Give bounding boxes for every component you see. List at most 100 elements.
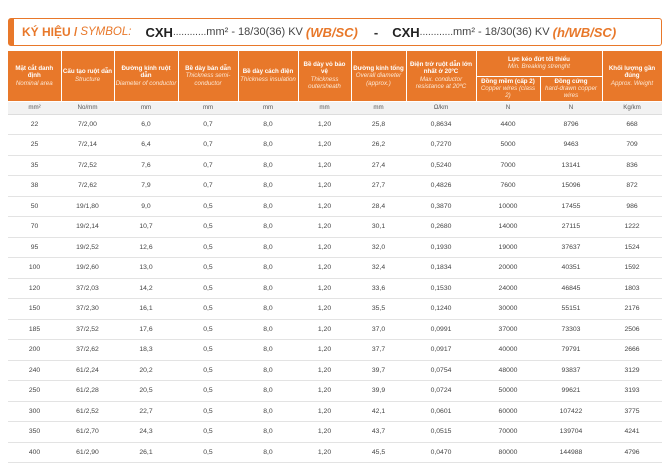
table-cell: 20,2 [114,360,178,382]
unit-cell: mm [114,101,178,115]
table-cell: 39,7 [351,360,406,382]
title-code-2: CXH [392,24,420,40]
table-cell: 25,8 [351,114,406,136]
table-cell: 40000 [476,339,540,361]
table-cell: 0,0991 [406,319,476,341]
table-cell: 8,0 [238,319,298,341]
table-cell: 28,4 [351,196,406,218]
table-cell: 0,0917 [406,339,476,361]
table-row: 240 61/2,24 20,2 0,5 8,0 1,20 39,7 0,0754 48000 9… [8,360,662,382]
table-cell: 7000 [476,155,540,177]
table-cell: 93837 [540,360,602,382]
table-cell: 0,4826 [406,175,476,197]
table-cell: 22 [8,114,61,136]
table-cell: 8,0 [238,380,298,402]
unit-cell: mm [178,101,238,115]
title-symbol: SYMBOL: [80,26,132,38]
table-cell: 7/2,00 [61,114,114,136]
table-cell: 46845 [540,278,602,300]
table-row: 200 37/2,62 18,3 0,5 8,0 1,20 37,7 0,0917 40000 7… [8,339,662,361]
table-cell: 37000 [476,319,540,341]
table-cell: 20000 [476,257,540,279]
table-cell: 0,5 [178,380,238,402]
table-cell: 8,0 [238,216,298,238]
table-row: 150 37/2,30 16,1 0,5 8,0 1,20 35,5 0,1240 30000 5… [8,298,662,320]
table-cell: 37,7 [351,339,406,361]
table-cell: 107422 [540,401,602,423]
table-cell: 48000 [476,360,540,382]
table-cell: 0,7 [178,175,238,197]
table-cell: 1,20 [298,360,351,382]
table-cell: 1,20 [298,237,351,259]
table-cell: 986 [602,196,662,218]
table-row: 185 37/2,52 17,6 0,5 8,0 1,20 37,0 0,0991 37000 7… [8,319,662,341]
units-row: mm² No/mm mm mm mm mm mm Ω/km N N Kg/km [8,101,662,115]
header-diameter: Đường kính ruột dẫn Diameter of conductor [114,51,179,102]
unit-cell: mm² [8,101,61,115]
table-cell: 1524 [602,237,662,259]
table-cell: 37/2,30 [61,298,114,320]
table-cell: 0,5 [178,319,238,341]
table-cell: 240 [8,360,61,382]
table-cell: 1,20 [298,278,351,300]
table-row: 38 7/2,62 7,9 0,7 8,0 1,20 27,7 0,4826 7600 15096… [8,175,662,197]
table-cell: 0,0515 [406,421,476,443]
table-cell: 0,7 [178,134,238,156]
title-type-1: (WB/SC) [305,24,358,40]
table-cell: 70 [8,216,61,238]
unit-cell: N [476,101,540,115]
title-code-1: CXH [145,24,173,40]
table-cell: 4241 [602,421,662,443]
table-cell: 350 [8,421,61,443]
table-cell: 37/2,52 [61,319,114,341]
table-cell: 10,7 [114,216,178,238]
table-cell: 1222 [602,216,662,238]
table-cell: 60000 [476,401,540,423]
table-cell: 668 [602,114,662,136]
table-cell: 25 [8,134,61,156]
table-cell: 0,1834 [406,257,476,279]
table-cell: 7,6 [114,155,178,177]
table-cell: 0,7 [178,114,238,136]
header-area: Mặt cắt danh định Nominal area [8,51,62,102]
header-hard-copper: Đồng cứng hard-drawn copper wires [540,76,603,102]
table-cell: 1,20 [298,257,351,279]
table-cell: 99621 [540,380,602,402]
table-cell: 1,20 [298,339,351,361]
table-cell: 37/2,03 [61,278,114,300]
title-text-2: mm² - 18/30(36) KV [453,26,550,38]
table-cell: 2506 [602,319,662,341]
table-cell: 1,20 [298,319,351,341]
table-cell: 1,20 [298,216,351,238]
table-cell: 13,0 [114,257,178,279]
table-cell: 100 [8,257,61,279]
table-cell: 7600 [476,175,540,197]
unit-cell: mm [351,101,406,115]
header-insulation: Bề dày cách điện Thickness insulation [238,51,299,102]
table-cell: 0,5 [178,339,238,361]
table-cell: 4400 [476,114,540,136]
table-cell: 19/2,14 [61,216,114,238]
table-cell: 35 [8,155,61,177]
table-cell: 37637 [540,237,602,259]
table-row: 35 7/2,52 7,6 0,7 8,0 1,20 27,4 0,5240 7000 13141… [8,155,662,177]
table-cell: 0,0601 [406,401,476,423]
table-cell: 8,0 [238,134,298,156]
table-cell: 19/2,60 [61,257,114,279]
table-cell: 14000 [476,216,540,238]
table-cell: 150 [8,298,61,320]
table-cell: 16,1 [114,298,178,320]
table-cell: 1,20 [298,380,351,402]
table-cell: 61/2,52 [61,401,114,423]
table-cell: 17,6 [114,319,178,341]
table-cell: 8,0 [238,237,298,259]
table-cell: 8,0 [238,114,298,136]
table-cell: 0,0754 [406,360,476,382]
table-cell: 0,1240 [406,298,476,320]
table-cell: 836 [602,155,662,177]
table-cell: 0,5 [178,196,238,218]
table-cell: 39,9 [351,380,406,402]
table-cell: 13141 [540,155,602,177]
table-cell: 61/2,24 [61,360,114,382]
table-cell: 0,5240 [406,155,476,177]
